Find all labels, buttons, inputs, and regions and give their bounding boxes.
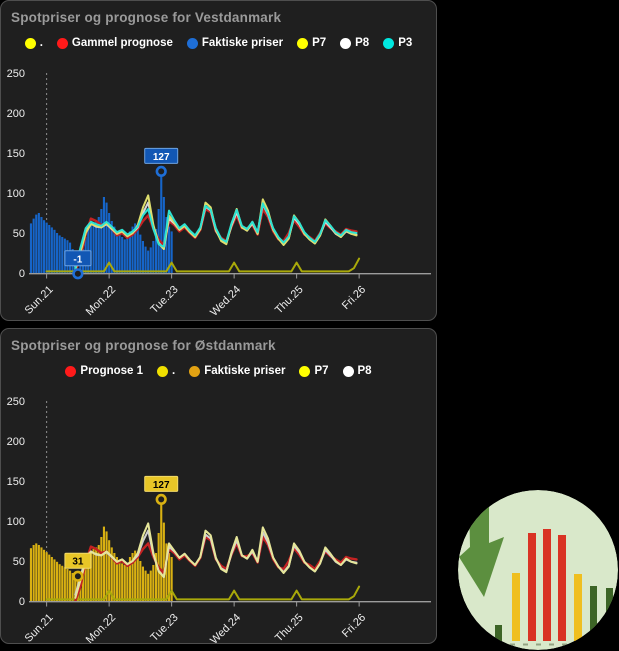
legend-item-label: Prognose 1 <box>80 365 144 377</box>
legend-marker-icon <box>189 365 201 377</box>
legend-item-p7[interactable]: P7 <box>297 37 326 49</box>
legend-marker-icon <box>65 365 77 377</box>
energy-price-logo <box>457 489 619 651</box>
x-axis-label: Mon.22 <box>84 612 118 644</box>
series-faktiske-priser-bars[interactable] <box>29 171 173 274</box>
legend-item-label: Faktiske priser <box>201 37 284 49</box>
selected-point-marker[interactable] <box>72 268 84 280</box>
legend-item-label: . <box>39 37 43 49</box>
y-axis-label: 200 <box>7 436 25 448</box>
legend-item-faktiske-priser[interactable]: Faktiske priser <box>189 365 285 377</box>
x-axis-label: Sun.21 <box>23 284 56 317</box>
x-axis-label: Sun.21 <box>23 612 56 644</box>
tooltip-value: 127 <box>153 480 170 491</box>
chart-title: Spotpriser og prognose for Østdanmark <box>11 338 276 353</box>
x-axis-label: Tue.23 <box>148 284 180 316</box>
mini-axis-marks <box>523 643 528 646</box>
series-p7-line[interactable] <box>74 522 358 599</box>
x-axis-label: Wed.24 <box>208 284 243 319</box>
legend-marker-icon <box>299 365 311 377</box>
x-axis-label: Tue.23 <box>148 612 180 644</box>
mini-axis-marks <box>549 643 554 646</box>
y-axis-label: 250 <box>7 396 25 408</box>
vestdanmark-chart-panel: Spotpriser og prognose for Vestdanmark .… <box>0 0 437 321</box>
x-axis-label: Wed.24 <box>208 612 243 644</box>
point-tooltip <box>144 475 179 492</box>
logo-bar <box>558 535 566 641</box>
legend-item-p8[interactable]: P8 <box>342 365 372 377</box>
legend-marker-icon <box>342 365 354 377</box>
legend-marker-icon <box>186 37 198 49</box>
y-axis-label: 100 <box>7 516 25 528</box>
x-axis-label: Fri.26 <box>340 284 368 312</box>
y-axis-label: 50 <box>13 228 25 240</box>
legend-marker-icon <box>24 37 36 49</box>
legend-item-dot[interactable]: . <box>24 37 43 49</box>
chart-legend: Prognose 1. Faktiske priser P7 P8 <box>1 365 436 377</box>
mini-axis-marks <box>536 643 541 646</box>
tooltip-value: -1 <box>73 254 82 265</box>
legend-marker-icon <box>340 37 352 49</box>
point-tooltip <box>64 552 92 569</box>
chart-title: Spotpriser og prognose for Vestdanmark <box>11 10 282 25</box>
logo-bar <box>528 533 536 641</box>
y-axis-label: 150 <box>7 148 25 160</box>
legend-item-label: P8 <box>357 365 372 377</box>
point-tooltip <box>144 147 179 164</box>
chart-legend: . Gammel prognose Faktiske priser P7 P8 P3 <box>1 37 436 49</box>
logo-image <box>458 490 618 650</box>
y-axis-label: 0 <box>19 268 25 280</box>
tooltip-value: 31 <box>72 557 84 568</box>
legend-item-prognose-1[interactable]: Prognose 1 <box>65 365 143 377</box>
legend-item-label: P8 <box>355 37 370 49</box>
legend-item-label: Faktiske priser <box>204 365 286 377</box>
logo-bar <box>495 625 502 641</box>
y-axis-label: 50 <box>13 556 25 568</box>
logo-bar <box>606 588 613 641</box>
logo-bar <box>512 573 520 641</box>
y-axis-label: 100 <box>7 188 25 200</box>
logo-bar <box>574 574 582 641</box>
x-axis-label: Mon.22 <box>84 284 118 318</box>
legend-marker-icon <box>56 37 68 49</box>
logo-bar <box>590 586 597 641</box>
legend-item-label: P7 <box>312 37 327 49</box>
ostdanmark-chart-panel: Spotpriser og prognose for Østdanmark Pr… <box>0 328 437 644</box>
y-axis-label: 150 <box>7 476 25 488</box>
legend-marker-icon <box>383 37 395 49</box>
x-axis-label: Thu.25 <box>273 612 306 644</box>
legend-marker-icon <box>157 365 169 377</box>
legend-marker-icon <box>297 37 309 49</box>
x-axis-label: Fri.26 <box>340 612 368 640</box>
series-p3-line[interactable] <box>74 202 358 270</box>
price-chart-plot[interactable]: 0 50 100 150 200 250 Sun.21 Mon.22 Tue.23 Wed.24 T… <box>1 1 437 321</box>
y-axis-label: 200 <box>7 108 25 120</box>
selected-point-marker[interactable] <box>72 570 84 582</box>
legend-item-label: P7 <box>314 365 329 377</box>
selected-point-marker[interactable] <box>155 165 167 177</box>
x-axis-label: Thu.25 <box>273 284 306 317</box>
series-dot-line[interactable] <box>45 257 361 273</box>
legend-item-label: P3 <box>398 37 413 49</box>
point-tooltip <box>64 250 92 267</box>
mini-axis-marks <box>510 643 515 646</box>
legend-item-label: . <box>172 365 176 377</box>
tooltip-value: 127 <box>153 152 170 163</box>
price-chart-plot[interactable]: 0 50 100 150 200 250 Sun.21 Mon.22 Tue.23 Wed.24 T… <box>1 329 437 644</box>
legend-item-p3[interactable]: P3 <box>383 37 412 49</box>
y-axis-label: 0 <box>19 596 25 608</box>
legend-item-p8[interactable]: P8 <box>340 37 369 49</box>
legend-item-gammel-prognose[interactable]: Gammel prognose <box>56 37 173 49</box>
y-axis-label: 250 <box>7 68 25 80</box>
mini-axis-marks <box>575 643 580 646</box>
legend-item-dot[interactable]: . <box>157 365 175 377</box>
logo-bar <box>543 529 551 641</box>
series-dot-line[interactable] <box>45 585 361 601</box>
selected-point-marker[interactable] <box>155 493 167 505</box>
legend-item-label: Gammel prognose <box>71 37 173 49</box>
legend-item-faktiske-priser[interactable]: Faktiske priser <box>186 37 284 49</box>
mini-axis-marks <box>562 643 567 646</box>
legend-item-p7[interactable]: P7 <box>299 365 329 377</box>
